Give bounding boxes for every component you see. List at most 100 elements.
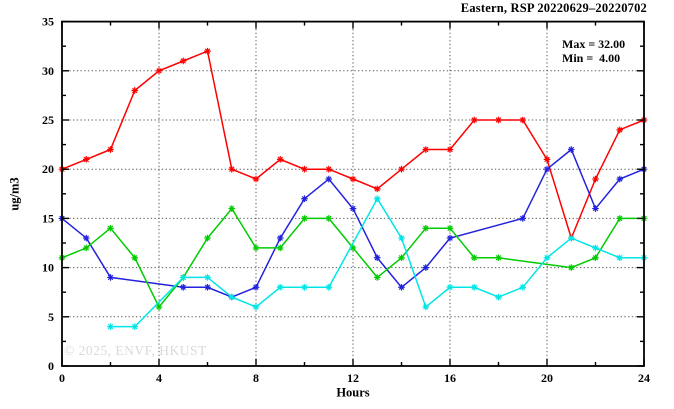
- station-cyan-marker: [470, 283, 478, 291]
- station-cyan-marker: [252, 303, 260, 311]
- station-red-marker: [616, 126, 624, 134]
- station-cyan-marker: [131, 323, 139, 330]
- y-axis-title: ug/m3: [7, 177, 22, 211]
- station-red-marker: [252, 175, 260, 183]
- station-green-marker: [107, 224, 114, 232]
- station-red-marker: [446, 146, 454, 153]
- station-green-marker: [204, 234, 211, 242]
- chart-title: Eastern, RSP 20220629–20220702: [460, 1, 647, 15]
- station-red-marker: [592, 175, 599, 183]
- station-red-marker: [155, 67, 163, 75]
- station-cyan-marker: [592, 244, 599, 252]
- y-tick-label: 5: [48, 310, 54, 324]
- station-green-marker: [155, 303, 163, 311]
- station-blue-marker: [616, 175, 624, 183]
- station-cyan-marker: [422, 303, 430, 311]
- station-blue-marker: [204, 283, 211, 291]
- station-blue-marker: [82, 234, 90, 242]
- station-red-marker: [398, 165, 405, 173]
- watermark: © 2025, ENVF, HKUST: [64, 343, 207, 358]
- station-green-marker: [325, 215, 333, 222]
- y-tick-label: 10: [42, 261, 54, 275]
- station-cyan-marker: [567, 234, 575, 242]
- min-value-label: Min = 4.00: [562, 51, 621, 65]
- station-green-marker: [82, 244, 90, 252]
- x-tick-label: 20: [541, 371, 553, 385]
- station-red-marker: [325, 165, 333, 173]
- station-cyan-marker: [301, 283, 308, 291]
- station-cyan-marker: [373, 195, 381, 203]
- station-cyan-marker: [398, 234, 405, 242]
- station-blue-marker: [107, 274, 114, 281]
- station-blue-marker: [373, 254, 381, 262]
- y-tick-label: 25: [42, 113, 54, 127]
- y-tick-label: 30: [42, 64, 54, 78]
- station-red-marker: [179, 57, 187, 65]
- max-value-label: Max = 32.00: [562, 37, 626, 51]
- y-tick-label: 20: [42, 162, 54, 176]
- station-red-marker: [131, 87, 139, 94]
- station-green-marker: [252, 244, 260, 252]
- station-green-marker: [349, 244, 357, 252]
- station-red-marker: [519, 116, 527, 124]
- station-blue-marker: [592, 205, 599, 212]
- station-red-marker: [107, 146, 114, 153]
- station-cyan-marker: [276, 283, 284, 291]
- y-tick-label: 0: [48, 359, 54, 373]
- station-green-marker: [228, 205, 236, 212]
- station-green-marker: [373, 274, 381, 281]
- x-tick-label: 24: [638, 371, 650, 385]
- station-blue-marker: [301, 195, 308, 203]
- station-cyan-marker: [519, 283, 527, 291]
- station-green-marker: [276, 244, 284, 252]
- max-min-annotation: Max = 32.00 Min = 4.00: [562, 37, 625, 65]
- station-green-marker: [616, 215, 624, 222]
- x-tick-label: 0: [59, 371, 65, 385]
- station-cyan-marker: [107, 323, 114, 330]
- station-blue-marker: [252, 283, 260, 291]
- station-blue-marker: [519, 215, 527, 222]
- x-tick-label: 8: [253, 371, 259, 385]
- station-blue-marker: [325, 175, 333, 183]
- y-tick-label: 15: [42, 211, 54, 225]
- station-green-marker: [446, 224, 454, 232]
- station-red-marker: [301, 165, 308, 173]
- station-cyan-marker: [446, 283, 454, 291]
- station-red-marker: [276, 156, 284, 163]
- station-blue-marker: [422, 264, 430, 271]
- station-blue-marker: [349, 205, 357, 212]
- station-blue-marker: [446, 234, 454, 242]
- station-red-marker: [349, 175, 357, 183]
- station-green-marker: [398, 254, 405, 262]
- station-green-marker: [131, 254, 139, 262]
- station-green-marker: [422, 224, 430, 232]
- station-green-marker: [592, 254, 599, 262]
- station-blue-marker: [179, 283, 187, 291]
- station-blue-line: [61, 148, 645, 298]
- station-blue-marker: [567, 146, 575, 153]
- x-tick-label: 4: [156, 371, 162, 385]
- station-cyan-marker: [325, 283, 333, 291]
- station-red-marker: [422, 146, 430, 153]
- y-tick-label: 35: [42, 15, 54, 29]
- station-cyan-marker: [543, 254, 551, 262]
- station-blue-marker: [276, 234, 284, 242]
- station-red-marker: [543, 156, 551, 163]
- station-cyan-marker: [495, 293, 502, 301]
- station-blue-marker: [398, 283, 405, 291]
- station-green-marker: [470, 254, 478, 262]
- station-red-marker: [82, 156, 90, 163]
- x-tick-label: 12: [347, 371, 359, 385]
- station-green-marker: [301, 215, 308, 222]
- station-green-marker: [495, 254, 502, 262]
- station-cyan-marker: [179, 274, 187, 281]
- station-green-marker: [567, 264, 575, 271]
- station-red-marker: [204, 47, 211, 55]
- station-cyan-marker: [204, 274, 211, 281]
- x-tick-label: 16: [444, 371, 456, 385]
- station-cyan-marker: [228, 293, 236, 301]
- station-cyan-marker: [616, 254, 624, 262]
- station-red-marker: [228, 165, 236, 173]
